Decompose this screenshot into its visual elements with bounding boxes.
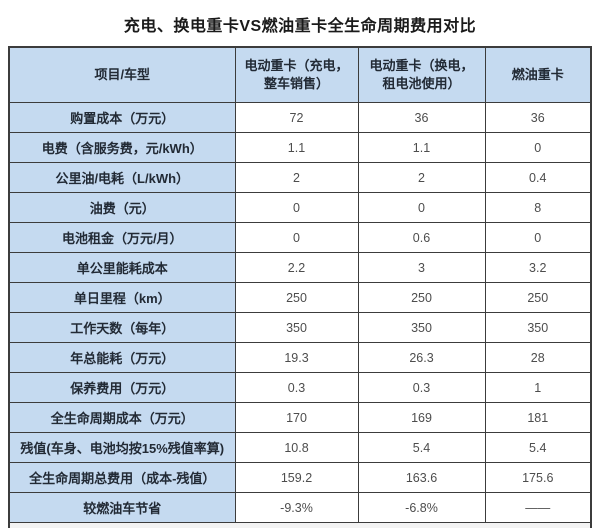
row-label-cell: 保养费用（万元） [8, 372, 236, 403]
table-row: 公里油/电耗（L/kWh） 2 2 0.4 [8, 162, 592, 193]
table-row: 单日里程（km） 250 250 250 [8, 282, 592, 313]
value-cell: 10.8 [234, 432, 359, 463]
value-cell: 350 [357, 312, 486, 343]
value-cell: 169 [357, 402, 486, 433]
table-body: 购置成本（万元） 72 36 36 电费（含服务费，元/kWh） 1.1 1.1 0 公里油/电… [8, 102, 592, 523]
value-cell: 350 [234, 312, 359, 343]
table-footer: 制表：第一商用车网 cvworld.cn [8, 522, 592, 528]
row-label-cell: 购置成本（万元） [8, 102, 236, 133]
value-cell: 0.6 [357, 222, 486, 253]
row-label-cell: 工作天数（每年） [8, 312, 236, 343]
table-row: 全生命周期总费用（成本-残值） 159.2 163.6 175.6 [8, 462, 592, 493]
table-row: 单公里能耗成本 2.2 3 3.2 [8, 252, 592, 283]
value-cell: 3.2 [484, 252, 592, 283]
value-cell: 3 [357, 252, 486, 283]
table-row: 年总能耗（万元） 19.3 26.3 28 [8, 342, 592, 373]
row-label-cell: 油费（元） [8, 192, 236, 223]
value-cell: 2 [357, 162, 486, 193]
table-row: 较燃油车节省 -9.3% -6.8% —— [8, 492, 592, 523]
page-title: 充电、换电重卡VS燃油重卡全生命周期费用对比 [123, 18, 477, 35]
row-label-cell: 年总能耗（万元） [8, 342, 236, 373]
value-cell: 0 [234, 192, 359, 223]
value-cell: 26.3 [357, 342, 486, 373]
value-cell: 0.4 [484, 162, 592, 193]
row-label-cell: 较燃油车节省 [8, 492, 236, 523]
header-cell: 电动重卡（换电，租电池使用） [357, 46, 486, 103]
value-cell: 5.4 [357, 432, 486, 463]
value-cell: 175.6 [484, 462, 592, 493]
table-header-row: 项目/车型 电动重卡（充电，整车销售） 电动重卡（换电，租电池使用） 燃油重卡 [8, 46, 592, 103]
value-cell: 0 [357, 192, 486, 223]
header-cell-item-vehicle: 项目/车型 [8, 46, 236, 103]
value-cell: 159.2 [234, 462, 359, 493]
row-label-cell: 电池租金（万元/月） [8, 222, 236, 253]
value-cell: 72 [234, 102, 359, 133]
lifecycle-cost-comparison-table: 项目/车型 电动重卡（充电，整车销售） 电动重卡（换电，租电池使用） 燃油重卡 购置成… [8, 46, 592, 528]
row-label-cell: 全生命周期成本（万元） [8, 402, 236, 433]
value-cell: -6.8% [357, 492, 486, 523]
table-row: 油费（元） 0 0 8 [8, 192, 592, 223]
value-cell: 28 [484, 342, 592, 373]
value-cell: 250 [357, 282, 486, 313]
row-label-cell: 单日里程（km） [8, 282, 236, 313]
value-cell: 1.1 [357, 132, 486, 163]
table-row: 电池租金（万元/月） 0 0.6 0 [8, 222, 592, 253]
value-cell: 1.1 [234, 132, 359, 163]
table-credit-row: 制表：第一商用车网 cvworld.cn [8, 522, 592, 528]
table-row: 电费（含服务费，元/kWh） 1.1 1.1 0 [8, 132, 592, 163]
table-header: 项目/车型 电动重卡（充电，整车销售） 电动重卡（换电，租电池使用） 燃油重卡 [8, 46, 592, 103]
value-cell: 181 [484, 402, 592, 433]
value-cell: 0 [484, 222, 592, 253]
header-cell: 燃油重卡 [484, 46, 592, 103]
value-cell: 0.3 [234, 372, 359, 403]
value-cell: 8 [484, 192, 592, 223]
value-cell: 0.3 [357, 372, 486, 403]
value-cell: —— [484, 492, 592, 523]
value-cell: 250 [234, 282, 359, 313]
table-row: 残值(车身、电池均按15%残值率算) 10.8 5.4 5.4 [8, 432, 592, 463]
row-label-cell: 公里油/电耗（L/kWh） [8, 162, 236, 193]
value-cell: 350 [484, 312, 592, 343]
value-cell: -9.3% [234, 492, 359, 523]
row-label-cell: 全生命周期总费用（成本-残值） [8, 462, 236, 493]
value-cell: 250 [484, 282, 592, 313]
value-cell: 2.2 [234, 252, 359, 283]
table-credit: 制表：第一商用车网 cvworld.cn [8, 522, 592, 528]
row-label-cell: 单公里能耗成本 [8, 252, 236, 283]
value-cell: 36 [484, 102, 592, 133]
table-row: 保养费用（万元） 0.3 0.3 1 [8, 372, 592, 403]
header-cell: 电动重卡（充电，整车销售） [234, 46, 359, 103]
value-cell: 170 [234, 402, 359, 433]
value-cell: 19.3 [234, 342, 359, 373]
value-cell: 163.6 [357, 462, 486, 493]
table-row: 购置成本（万元） 72 36 36 [8, 102, 592, 133]
row-label-cell: 电费（含服务费，元/kWh） [8, 132, 236, 163]
table-row: 工作天数（每年） 350 350 350 [8, 312, 592, 343]
value-cell: 0 [484, 132, 592, 163]
row-label-cell: 残值(车身、电池均按15%残值率算) [8, 432, 236, 463]
value-cell: 0 [234, 222, 359, 253]
value-cell: 1 [484, 372, 592, 403]
value-cell: 2 [234, 162, 359, 193]
value-cell: 5.4 [484, 432, 592, 463]
table-row: 全生命周期成本（万元） 170 169 181 [8, 402, 592, 433]
value-cell: 36 [357, 102, 486, 133]
